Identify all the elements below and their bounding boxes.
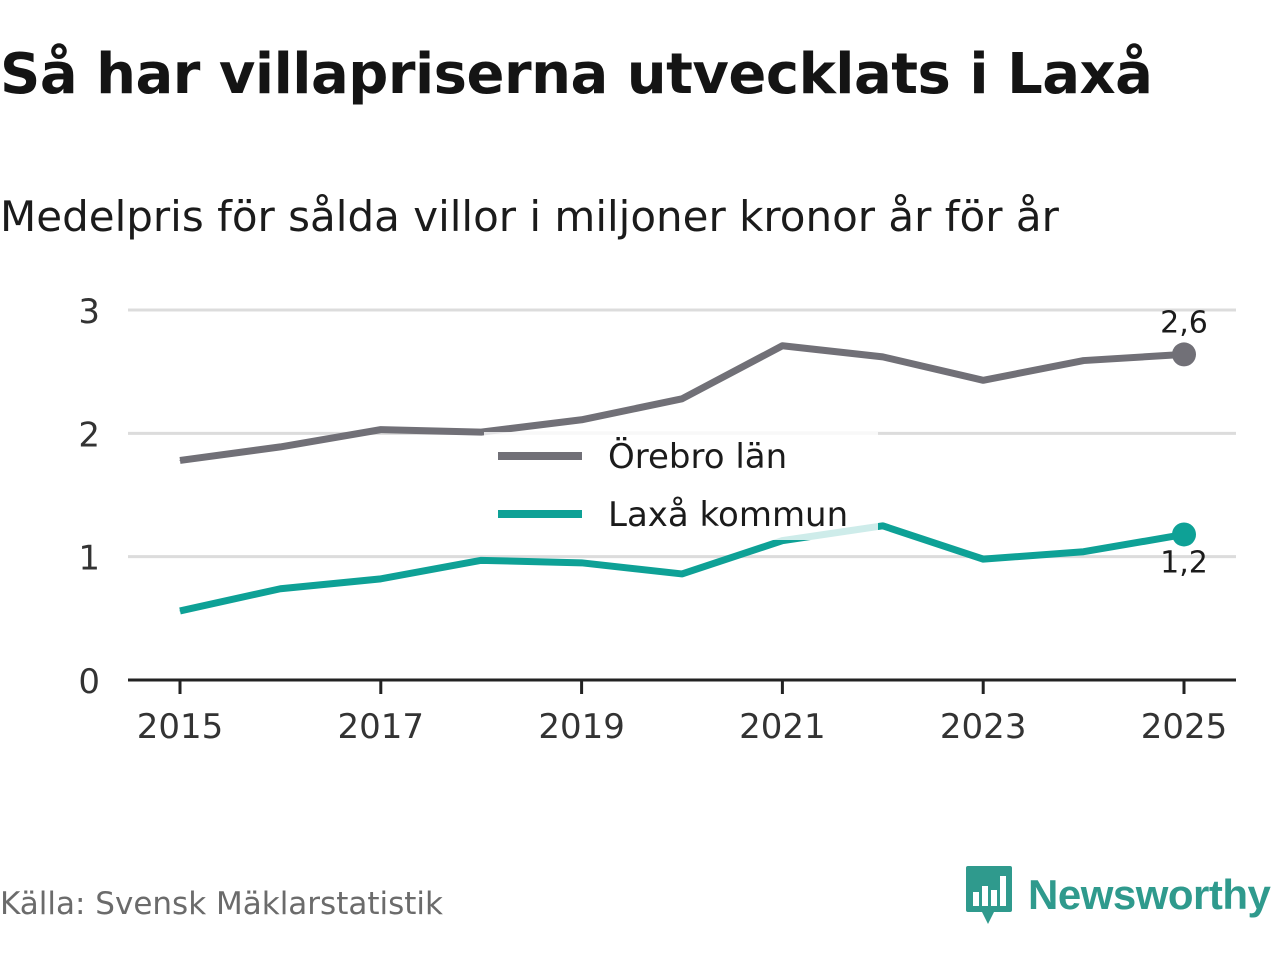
x-tick-label: 2019 [538, 707, 625, 747]
data-point [179, 610, 181, 612]
data-point [279, 588, 281, 590]
data-point [781, 345, 783, 347]
x-tick-label: 2017 [338, 707, 425, 747]
data-point [681, 398, 683, 400]
data-point [1083, 360, 1085, 362]
legend-label-1: Laxå kommun [608, 495, 848, 535]
y-axis-ticks: 0 1 2 3 [78, 292, 100, 702]
y-tick-label: 2 [78, 415, 100, 455]
y-tick-label: 0 [78, 662, 100, 702]
data-point [882, 356, 884, 358]
data-point [480, 559, 482, 561]
data-point [982, 558, 984, 560]
end-marker-0 [1172, 342, 1196, 367]
legend-label-0: Örebro län [608, 436, 787, 477]
x-tick-label: 2015 [137, 707, 224, 747]
chart-title: Så har villapriserna utvecklats i Laxå [0, 42, 1153, 107]
chart-subtitle: Medelpris för sålda villor i miljoner kr… [0, 192, 1059, 241]
end-points: 2,6 1,2 [1160, 305, 1208, 580]
y-tick-label: 1 [78, 539, 100, 579]
source-note: Källa: Svensk Mäklarstatistik [0, 886, 443, 922]
data-point [480, 431, 482, 433]
data-point [1083, 551, 1085, 553]
data-point [581, 562, 583, 564]
chart-bars-speech-bubble-icon [966, 866, 1012, 924]
data-point [982, 379, 984, 381]
end-marker-1 [1172, 522, 1196, 547]
data-point [279, 446, 281, 448]
y-tick-label: 3 [78, 292, 100, 332]
x-tick-label: 2025 [1141, 707, 1228, 747]
end-label-0: 2,6 [1160, 305, 1208, 340]
end-label-1: 1,2 [1160, 545, 1208, 580]
data-point [681, 573, 683, 575]
data-point [781, 540, 783, 542]
x-tick-label: 2021 [739, 707, 826, 747]
legend-background [484, 432, 878, 540]
data-point [380, 429, 382, 431]
data-point [380, 578, 382, 580]
brand-name: Newsworthy [1028, 871, 1271, 918]
data-point [882, 525, 884, 527]
newsworthy-logo: Newsworthy [964, 864, 1271, 926]
data-point [581, 419, 583, 421]
series-lines [179, 342, 1185, 615]
x-tick-label: 2023 [940, 707, 1027, 747]
legend: Örebro län Laxå kommun [484, 432, 878, 540]
data-point [179, 459, 181, 461]
x-axis: 2015 2017 2019 2021 2023 2025 [128, 678, 1236, 747]
